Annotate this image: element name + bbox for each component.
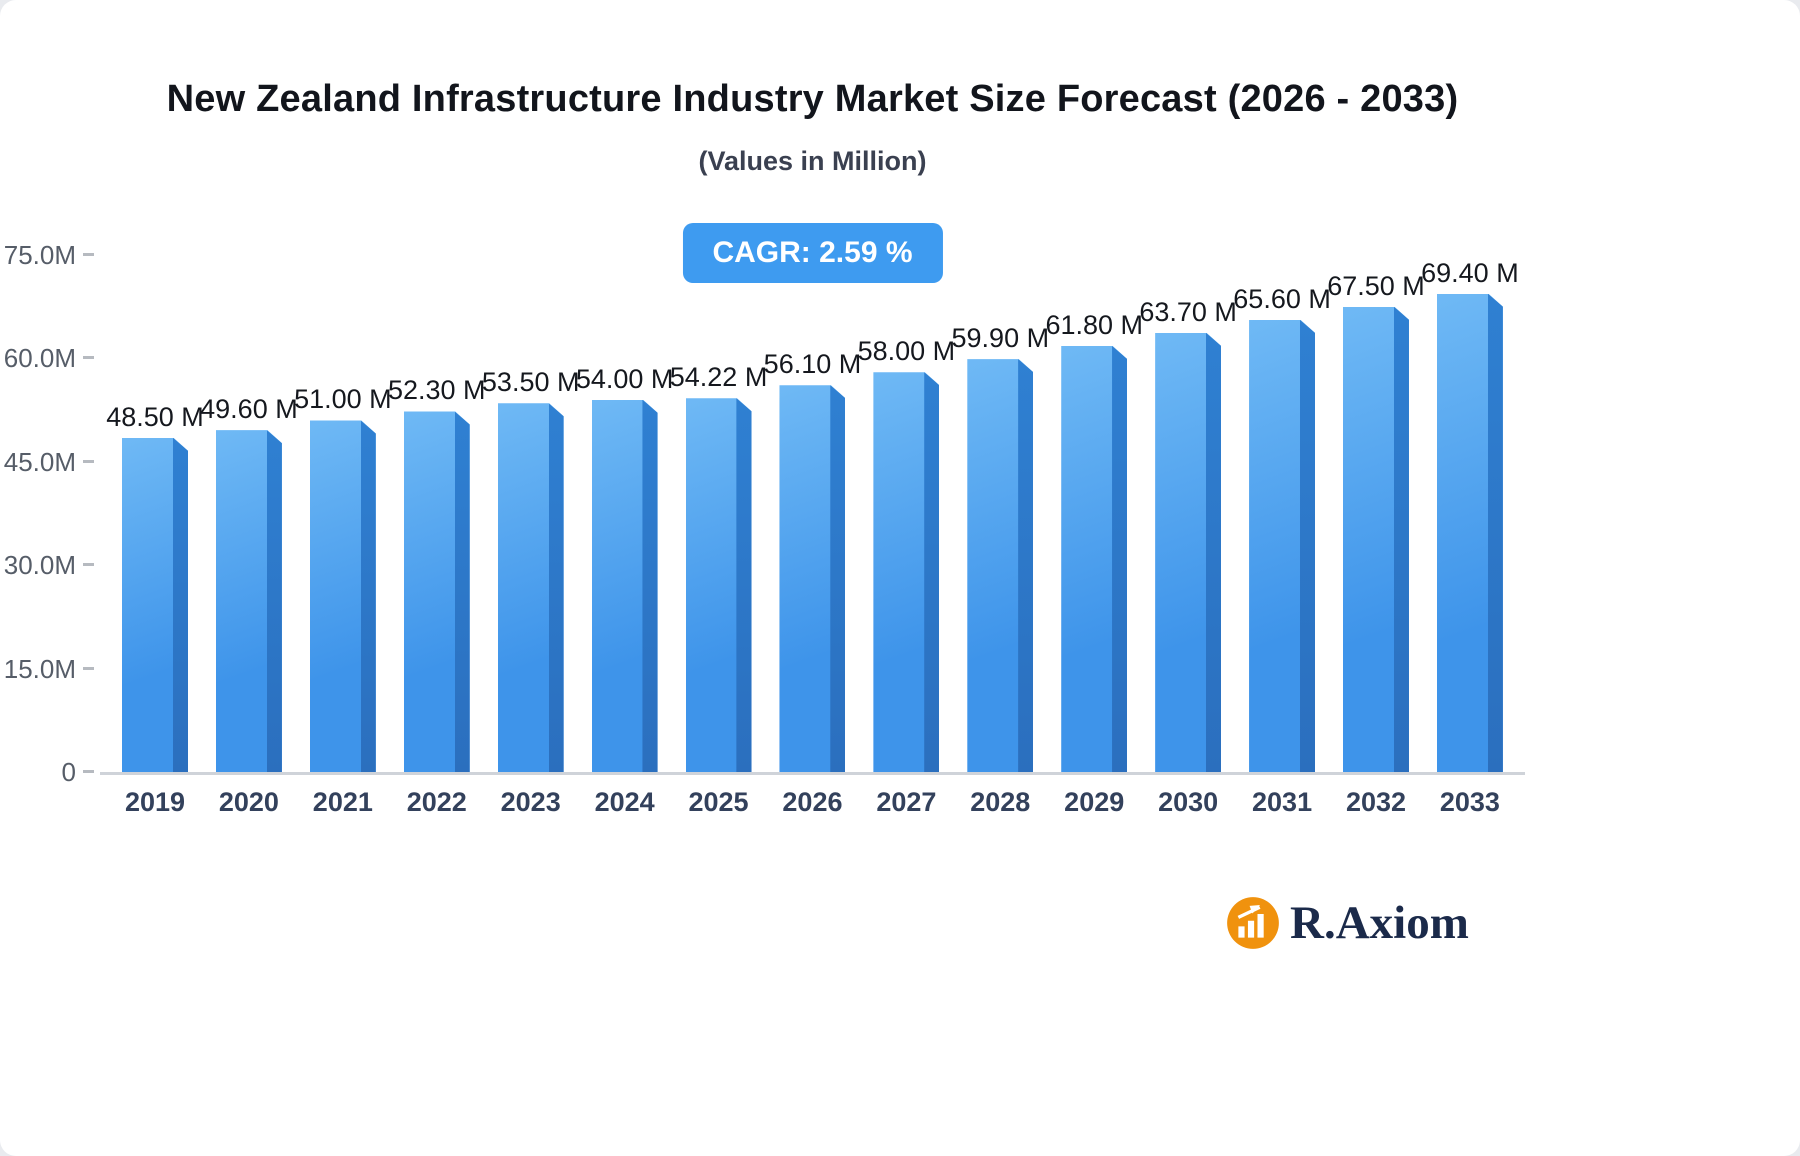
- x-axis-label: 2024: [594, 787, 655, 817]
- bar-2027: 58.00 M: [858, 338, 955, 772]
- bar-face: [873, 372, 940, 772]
- bar-value-label: 65.60 M: [1233, 283, 1331, 314]
- x-axis-label: 2030: [1158, 787, 1219, 817]
- bar-slot: 65.60 M 2031: [1233, 255, 1331, 815]
- bar-slot: 69.40 M 2033: [1421, 255, 1519, 815]
- x-axis-label: 2027: [876, 787, 937, 817]
- bar-2021: 51.00 M: [294, 386, 392, 772]
- logo-text: R.Axiom: [1290, 896, 1469, 949]
- bar-slot: 58.00 M 2027: [858, 255, 956, 816]
- chart-title: New Zealand Infrastructure Industry Mark…: [166, 78, 1459, 120]
- y-axis-label: 0: [61, 757, 76, 787]
- x-axis-label: 2020: [218, 787, 279, 817]
- y-axis-tick: [83, 459, 94, 463]
- x-axis-label: 2033: [1439, 787, 1500, 817]
- bar-slot: 48.50 M 2019: [106, 255, 204, 815]
- x-axis-label: 2032: [1345, 787, 1407, 817]
- bar-face: [497, 403, 564, 772]
- bar-value-label: 49.60 M: [200, 394, 298, 425]
- cagr-badge: CAGR: 2.59 %: [682, 223, 943, 283]
- bar-2023: 53.50 M: [482, 369, 579, 772]
- bar-face: [309, 420, 376, 772]
- bar-slot: 51.00 M 2021: [294, 255, 392, 816]
- bar-face: [403, 411, 470, 772]
- bar-slot: 56.10 M 2026: [764, 255, 862, 816]
- bar-value-label: 48.50 M: [106, 401, 204, 432]
- logo-chart-icon: [1227, 897, 1279, 949]
- x-axis-label: 2022: [406, 787, 467, 817]
- bar-2026: 56.10 M: [764, 351, 861, 772]
- x-axis-label: 2023: [500, 787, 561, 817]
- y-axis-label: 15.0M: [3, 653, 76, 684]
- bar-face: [685, 398, 752, 772]
- bar-value-label: 51.00 M: [294, 384, 392, 415]
- y-axis-label: 45.0M: [3, 446, 76, 477]
- bar-face: [1249, 319, 1316, 772]
- bar-face: [215, 430, 282, 772]
- bar-slot: 67.50 M 2032: [1327, 255, 1425, 815]
- y-axis-label: 75.0M: [3, 240, 76, 270]
- bar-value-label: 53.50 M: [481, 367, 580, 398]
- x-axis-label: 2025: [688, 787, 749, 817]
- bar-face: [1155, 332, 1222, 772]
- bar-slot: 52.30 M 2022: [388, 255, 486, 816]
- bar-face: [591, 399, 658, 772]
- bar-2028: 59.90 M: [952, 325, 1049, 772]
- bar-slot: 63.70 M 2030: [1139, 255, 1237, 815]
- x-axis-label: 2026: [782, 787, 843, 817]
- bar-slot: 54.22 M 2025: [670, 255, 768, 816]
- bar-value-label: 69.40 M: [1421, 257, 1519, 288]
- x-axis-label: 2029: [1064, 787, 1125, 817]
- x-axis-label: 2019: [124, 787, 186, 817]
- bar-2032: 67.50 M: [1327, 272, 1425, 772]
- x-axis-label: 2031: [1252, 787, 1313, 817]
- bar-value-label: 58.00 M: [857, 336, 956, 367]
- bar-value-label: 56.10 M: [763, 349, 862, 380]
- bar-face: [1436, 293, 1503, 772]
- bar-value-label: 67.50 M: [1327, 270, 1425, 301]
- bar-slot: 61.80 M 2029: [1045, 255, 1143, 816]
- chart-subtitle: (Values in Million): [698, 146, 927, 176]
- bar-value-label: 52.30 M: [387, 375, 486, 406]
- bar-value-label: 59.90 M: [951, 323, 1050, 354]
- bar-face: [1342, 306, 1409, 772]
- brand-logo: R.Axiom: [1226, 896, 1469, 950]
- bar-2022: 52.30 M: [388, 377, 486, 772]
- bar-value-label: 54.00 M: [575, 363, 674, 394]
- bar-2025: 54.22 M: [670, 364, 767, 772]
- bar-value-label: 61.80 M: [1045, 310, 1143, 340]
- bar-2033: 69.40 M: [1421, 259, 1519, 772]
- bar-slot: 53.50 M 2023: [482, 255, 580, 816]
- bar-2024: 54.00 M: [576, 365, 673, 772]
- bars: 48.50 M 2019 49.60 M 2020 51.00 M 2021 52.30 M…: [100, 255, 1525, 816]
- y-axis-tick: [83, 563, 94, 567]
- y-axis-label: 60.0M: [3, 343, 76, 374]
- bar-face: [967, 359, 1034, 772]
- y-axis-tick: [83, 356, 94, 360]
- bar-2019: 48.50 M: [106, 403, 204, 772]
- bar-face: [122, 437, 188, 772]
- y-axis-tick: [83, 770, 94, 773]
- y-axis-tick: [83, 253, 94, 256]
- bar-face: [779, 385, 846, 772]
- y-axis-label: 30.0M: [3, 550, 76, 581]
- bar-slot: 49.60 M 2020: [200, 255, 298, 816]
- bar-2030: 63.70 M: [1139, 298, 1237, 772]
- bar-slot: 59.90 M 2028: [952, 255, 1050, 816]
- bar-value-label: 63.70 M: [1139, 296, 1237, 327]
- plot-area: CAGR: 2.59 % 48.50 M 2019 49.60 M 2020 51.00…: [4, 223, 1525, 816]
- bar-value-label: 54.22 M: [669, 362, 768, 393]
- bar-slot: 54.00 M 2024: [576, 255, 674, 815]
- bar-2029: 61.80 M: [1045, 312, 1143, 772]
- x-axis-label: 2028: [970, 787, 1031, 817]
- bar-face: [1061, 346, 1128, 772]
- bar-2020: 49.60 M: [200, 396, 298, 772]
- y-axis-tick: [83, 666, 94, 670]
- x-axis-label: 2021: [312, 787, 373, 817]
- bar-2031: 65.60 M: [1233, 285, 1331, 772]
